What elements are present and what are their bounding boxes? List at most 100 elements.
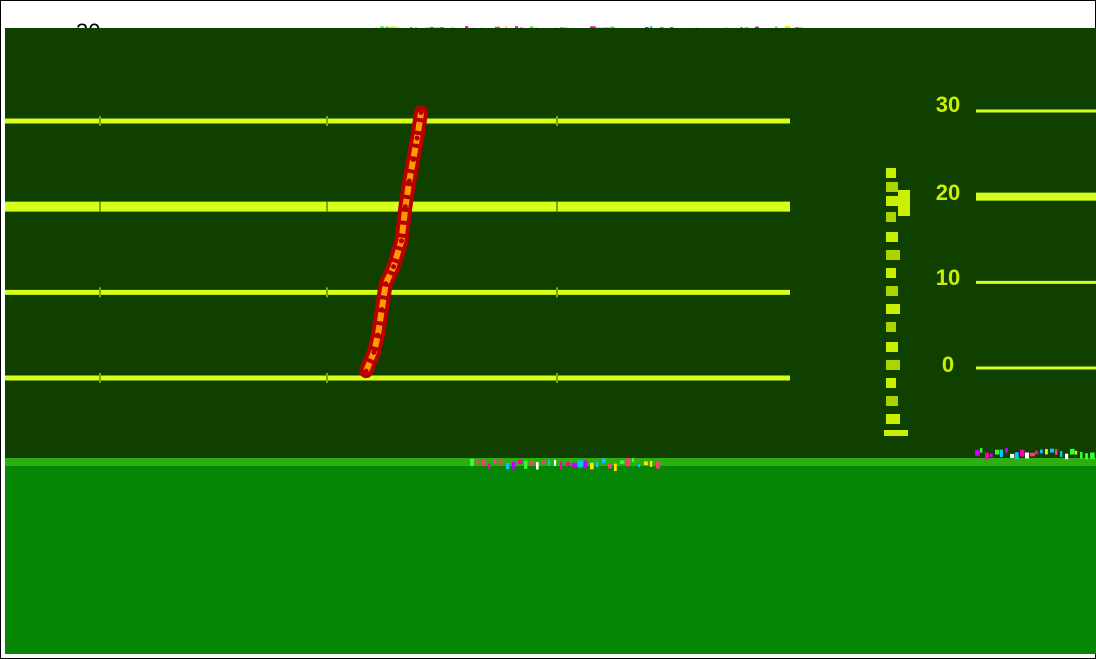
bottom-noise-speck [975,449,980,457]
bottom-noise-speck [524,460,528,469]
label-column-block [898,190,910,216]
bottom-noise-speck [1085,453,1089,460]
y-tick-label-30: 30 [936,92,960,117]
bottom-noise-speck [632,458,635,463]
bottom-noise-speck [985,452,989,460]
label-column-glyph [886,360,900,370]
y-axis-label-column [884,168,910,436]
bottom-noise-speck [554,459,557,466]
bottom-noise-speck [1060,451,1063,458]
label-column-glyph [886,396,898,406]
bottom-noise-speck [494,458,497,464]
label-column-glyph [886,212,896,222]
bottom-noise-speck [620,460,625,464]
bottom-noise-speck [1090,452,1095,460]
label-column-glyph [886,168,896,178]
bottom-noise-speck [542,460,547,465]
bottom-noise-speck [1070,448,1075,455]
bottom-noise-speck [608,463,612,469]
gridlines-left [5,116,790,383]
label-column-glyph [886,232,898,242]
bottom-noise-speck [644,461,648,466]
label-column-bar [884,430,908,436]
bottom-noise-speck [626,458,631,467]
bottom-noise-speck [1080,451,1083,459]
label-column-glyph [886,196,900,206]
y-tick-label-0: 0 [942,352,954,377]
bottom-noise-speck [584,460,588,469]
series-point-0-3 [379,306,385,312]
bottom-noise-speck [1000,449,1003,458]
bottom-noise-speck [506,462,510,470]
bottom-noise-speck [530,460,534,466]
data-series [359,105,429,379]
bottom-noise-speck [572,462,577,468]
bottom-noise-speck [512,462,516,470]
gridlines-right [976,109,1096,370]
lower-panel-strip [5,458,1096,466]
label-column-glyph [886,322,896,332]
bottom-noise-speck [488,463,491,469]
series-point-0-6 [398,238,404,244]
bottom-noise-speck [482,459,486,466]
bottom-noise-speck [1055,448,1058,455]
series-point-0-0 [363,368,369,374]
bottom-noise-speck [518,459,523,465]
series-point-0-4 [383,281,389,287]
bottom-noise-speck [1050,448,1055,453]
bottom-noise-speck [578,460,583,468]
bottom-noise-speck [476,459,479,465]
series-point-0-1 [371,349,377,355]
label-column-glyph [886,250,900,260]
bottom-noise-speck [602,458,606,463]
bottom-noise-speck [548,459,551,466]
series-point-0-5 [391,264,397,270]
bottom-noise-speck [470,458,475,467]
series-point-0-11 [418,109,424,115]
bottom-noise-speck [1020,449,1025,457]
label-column-glyph [886,286,898,296]
bottom-noise-speck [990,453,993,458]
bottom-noise-speck [590,462,594,470]
bottom-noise-speck [1040,449,1043,454]
label-column-glyph [886,304,900,314]
label-column-glyph [886,182,898,192]
bottom-noise-speck [536,462,539,470]
series-point-0-8 [406,178,412,184]
bottom-noise-speck [596,461,599,468]
bottom-noise-speck [560,461,563,470]
bottom-noise-speck [1030,452,1035,457]
bottom-noise-speck [1075,450,1078,455]
label-column-glyph [886,414,900,424]
y-tick-label-10: 10 [936,265,960,290]
bottom-noise-speck [614,463,617,472]
bottom-noise-speck [500,459,503,466]
label-column-glyph [886,268,896,278]
label-column-glyph [886,342,898,352]
lower-panel [5,462,1096,654]
bottom-noise-speck [1010,453,1015,458]
bottom-noise-speck [1015,452,1019,460]
bottom-noise-speck [1045,449,1048,455]
bottom-noise-speck [650,460,653,467]
bottom-noise-speck [1065,453,1069,460]
series-point-0-7 [402,204,408,210]
series-point-0-10 [414,135,420,141]
bottom-noise-speck [566,462,571,466]
series-point-0-9 [410,157,416,163]
bottom-noise-speck [980,448,983,453]
bottom-noise-speck [1025,452,1030,459]
label-column-glyph [886,378,896,388]
bottom-noise-speck [656,461,661,469]
series-line-0 [363,111,425,373]
bottom-noise-band [470,448,1095,472]
bottom-noise-speck [638,463,641,468]
bottom-noise-speck [995,449,1000,455]
bottom-noise-speck [1035,450,1039,455]
series-point-0-2 [375,332,381,338]
y-tick-labels: 30 20 10 0 [936,92,960,377]
bottom-noise-speck [1005,448,1008,453]
y-tick-label-20: 20 [936,180,960,205]
plot-background [5,28,1096,460]
